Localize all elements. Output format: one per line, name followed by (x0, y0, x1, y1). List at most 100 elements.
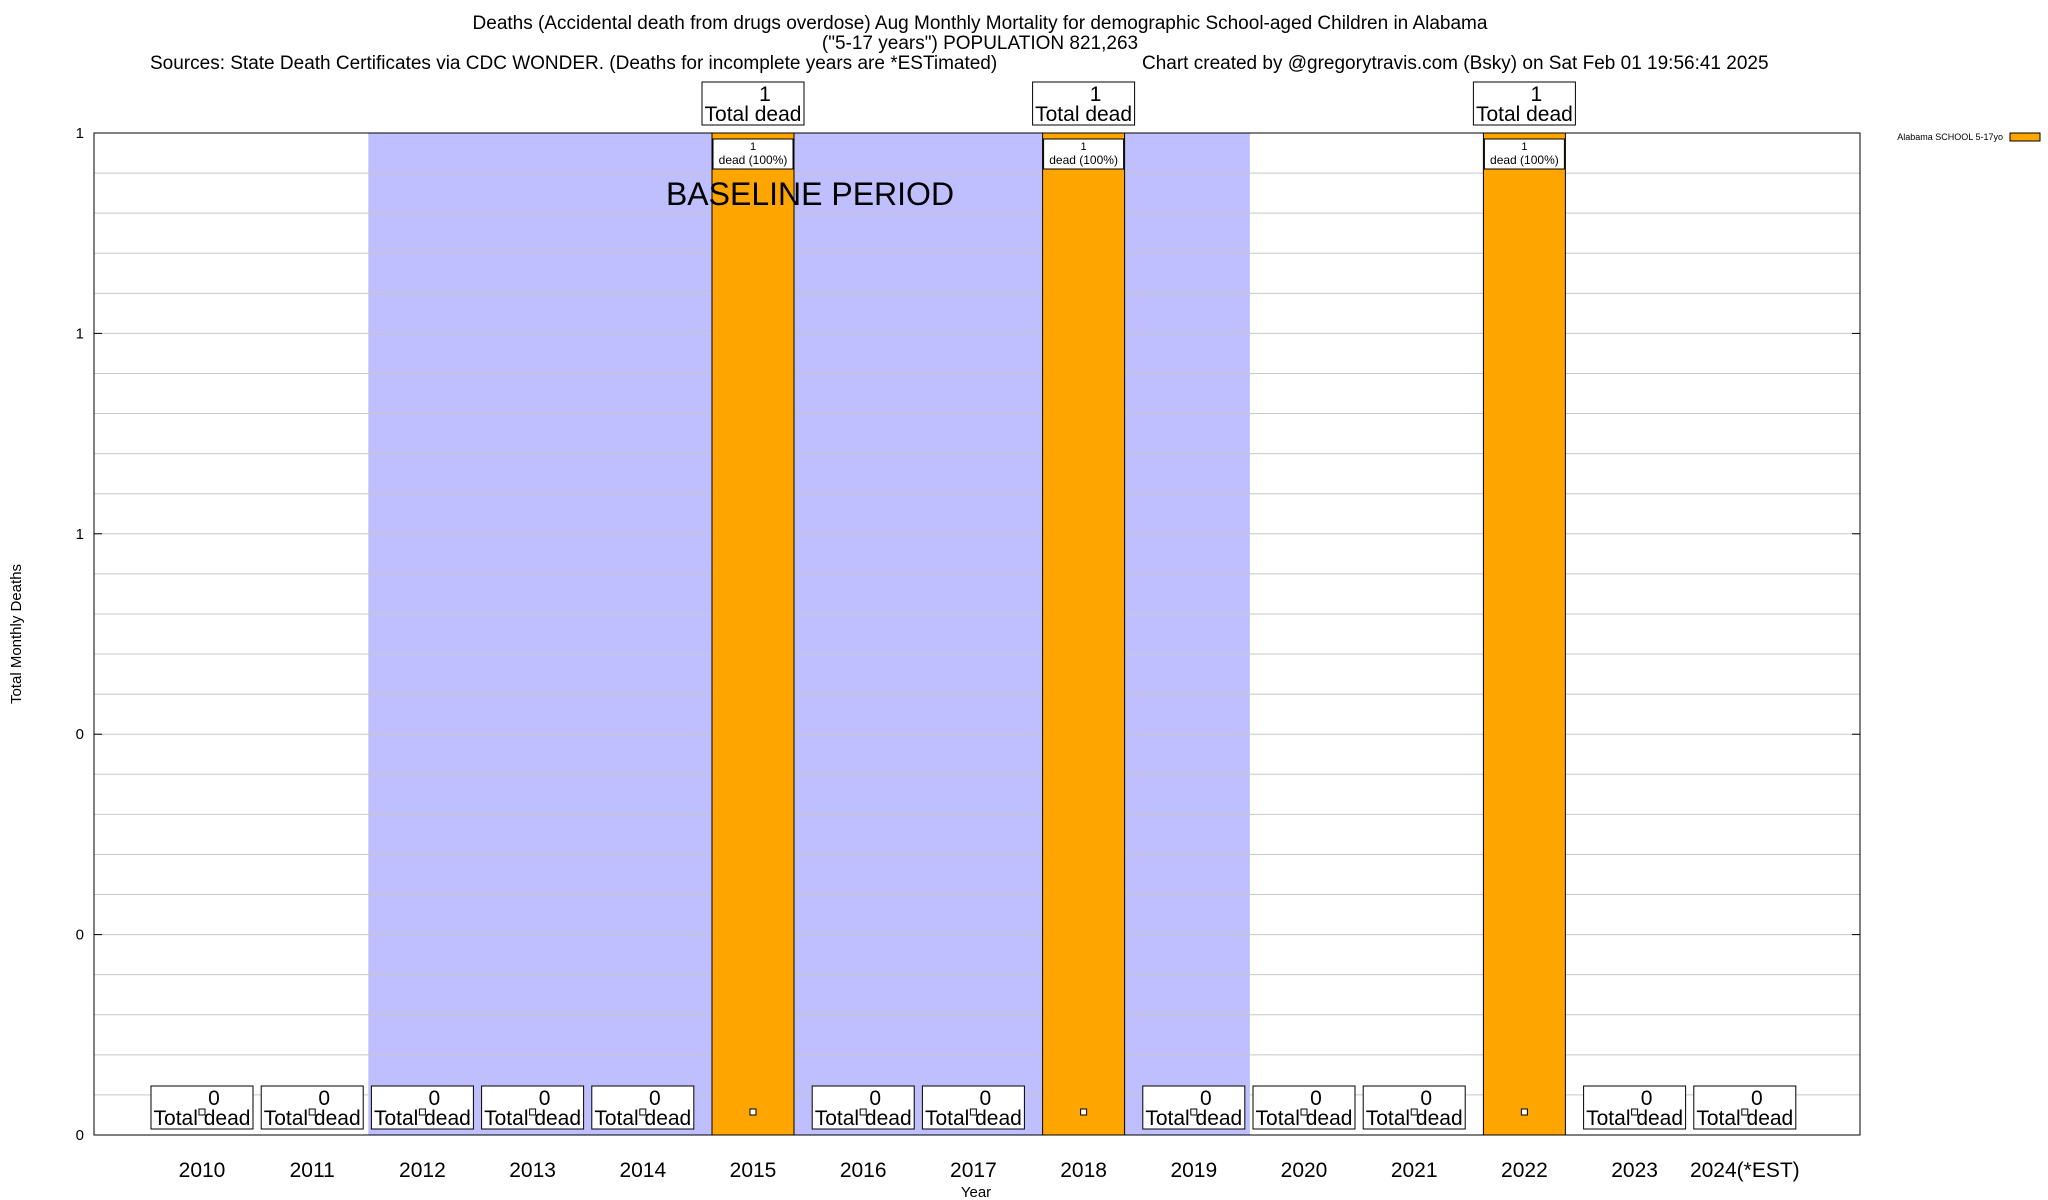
y-tick-label: 1 (76, 325, 84, 342)
x-tick-label: 2022 (1501, 1159, 1548, 1182)
x-marker (1631, 1108, 1639, 1116)
legend-swatch (2009, 132, 2041, 142)
bar-label-pct: dead (100%) (1490, 153, 1559, 167)
x-marker (859, 1108, 867, 1116)
legend-label: Alabama SCHOOL 5-17yo (1897, 132, 2003, 142)
x-tick-label: 2018 (1060, 1159, 1107, 1182)
total-label-value: 0 (1200, 1087, 1212, 1110)
bar-label-box (1043, 138, 1125, 170)
bar-label-value: 1 (750, 141, 756, 153)
total-label-text: Total dead (374, 1107, 471, 1130)
total-label-value: 0 (869, 1087, 881, 1110)
bar-2018 (1042, 132, 1126, 1136)
x-tick-label: 2017 (950, 1159, 997, 1182)
total-label-text: Total dead (1145, 1107, 1242, 1130)
y-axis-label: Total Monthly Deaths (8, 564, 25, 704)
y-tick-label: 1 (76, 526, 84, 543)
total-label-value: 1 (759, 83, 771, 106)
total-label-text: Total dead (1696, 1107, 1793, 1130)
y-tick-label: 0 (76, 927, 84, 944)
bar-label-value: 1 (1521, 141, 1527, 153)
x-marker (1190, 1108, 1198, 1116)
plot-border (93, 132, 1861, 1136)
x-marker (1741, 1108, 1749, 1116)
x-marker (1520, 1108, 1528, 1116)
total-label-box-2023 (1583, 1085, 1687, 1130)
total-label-value: 0 (649, 1087, 661, 1110)
x-tick-label: 2020 (1281, 1159, 1328, 1182)
total-label-value: 1 (1531, 83, 1543, 106)
baseline-period-label: BASELINE PERIOD (666, 176, 954, 212)
total-label-value: 0 (429, 1087, 441, 1110)
bar-label-box (1483, 138, 1565, 170)
total-label-value: 0 (1641, 1087, 1653, 1110)
x-marker (529, 1108, 537, 1116)
total-label-text: Total dead (705, 103, 802, 126)
total-label-box-2019 (1142, 1085, 1246, 1130)
total-label-box-2013 (481, 1085, 585, 1130)
total-label-box-2024(*EST) (1693, 1085, 1797, 1130)
total-label-box-2017 (921, 1085, 1025, 1130)
total-label-value: 1 (1090, 83, 1102, 106)
x-tick-label: 2021 (1391, 1159, 1438, 1182)
total-label-box-2018 (1032, 81, 1136, 126)
chart-credit: Chart created by @gregorytravis.com (Bsk… (1142, 53, 1769, 74)
x-tick-label: 2011 (290, 1159, 335, 1182)
y-tick-label: 0 (76, 726, 84, 743)
x-marker (969, 1108, 977, 1116)
total-label-text: Total dead (1586, 1107, 1683, 1130)
y-tick-label: 1 (76, 125, 84, 142)
total-label-text: Total dead (264, 1107, 361, 1130)
y-tick-label: 0 (76, 1127, 84, 1144)
total-label-text: Total dead (1035, 103, 1132, 126)
total-label-value: 0 (980, 1087, 992, 1110)
total-label-box-2012 (370, 1085, 474, 1130)
total-label-text: Total dead (484, 1107, 581, 1130)
x-tick-label: 2013 (509, 1159, 556, 1182)
total-label-value: 0 (208, 1087, 220, 1110)
chart-sources: Sources: State Death Certificates via CD… (150, 53, 998, 74)
x-tick-label: 2014 (619, 1159, 666, 1182)
total-label-value: 0 (539, 1087, 551, 1110)
x-marker (1300, 1108, 1308, 1116)
x-tick-label: 2010 (179, 1159, 226, 1182)
bar-label-value: 1 (1081, 141, 1087, 153)
total-label-box-2014 (591, 1085, 695, 1130)
total-label-box-2020 (1252, 1085, 1356, 1130)
x-marker (1080, 1108, 1088, 1116)
total-label-text: Total dead (1256, 1107, 1353, 1130)
total-label-box-2011 (260, 1085, 364, 1130)
total-label-value: 0 (1310, 1087, 1322, 1110)
bar-2015 (711, 132, 795, 1136)
x-tick-label: 2012 (399, 1159, 446, 1182)
x-marker (308, 1108, 316, 1116)
total-label-value: 0 (318, 1087, 330, 1110)
x-tick-label: 2019 (1170, 1159, 1217, 1182)
x-marker (1410, 1108, 1418, 1116)
x-tick-label: 2015 (730, 1159, 777, 1182)
x-marker (639, 1108, 647, 1116)
total-label-text: Total dead (925, 1107, 1022, 1130)
total-label-value: 0 (1751, 1087, 1763, 1110)
x-tick-label: 2016 (840, 1159, 887, 1182)
total-label-box-2015 (701, 81, 805, 126)
total-label-text: Total dead (815, 1107, 912, 1130)
chart-title: Deaths (Accidental death from drugs over… (472, 13, 1488, 34)
total-label-value: 0 (1420, 1087, 1432, 1110)
bar-label-pct: dead (100%) (719, 153, 788, 167)
total-label-text: Total dead (1366, 1107, 1463, 1130)
x-marker (198, 1108, 206, 1116)
total-label-text: Total dead (154, 1107, 251, 1130)
x-marker (749, 1108, 757, 1116)
total-label-box-2016 (811, 1085, 915, 1130)
total-label-box-2022 (1472, 81, 1576, 126)
x-tick-label: 2024(*EST) (1690, 1159, 1800, 1182)
bar-label-pct: dead (100%) (1049, 153, 1118, 167)
bar-label-box (712, 138, 794, 170)
total-label-text: Total dead (1476, 103, 1573, 126)
x-marker (418, 1108, 426, 1116)
x-tick-label: 2023 (1611, 1159, 1658, 1182)
total-label-box-2010 (150, 1085, 254, 1130)
total-label-box-2021 (1362, 1085, 1466, 1130)
